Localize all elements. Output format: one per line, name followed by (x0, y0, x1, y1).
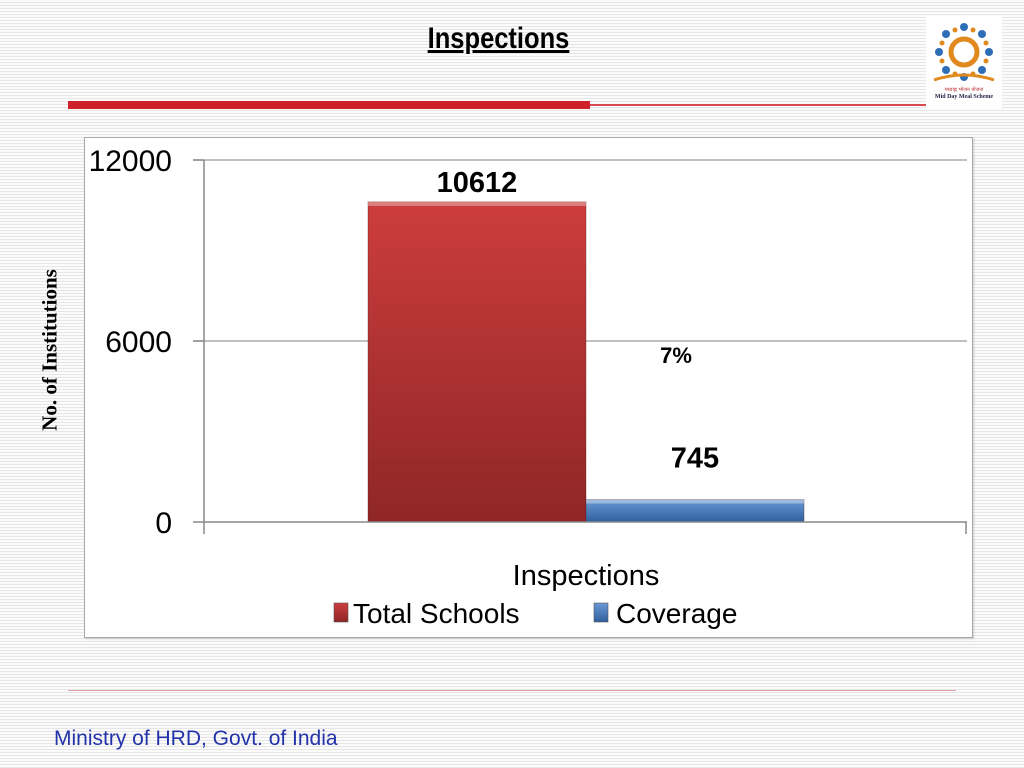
bar-total-schools (367, 201, 587, 523)
footer-text: Ministry of HRD, Govt. of India (54, 727, 338, 750)
mid-day-meal-logo: मध्याह्न भोजन योजना Mid Day Meal Scheme (926, 16, 1002, 108)
legend-label-total-schools: Total Schools (353, 598, 520, 629)
y-tick-label: 6000 (105, 326, 172, 359)
data-label-total-schools: 10612 (437, 167, 518, 199)
legend-label-coverage: Coverage (616, 598, 737, 629)
y-tick-label: 12000 (89, 145, 172, 178)
coverage-percent-annotation: 7% (660, 343, 692, 368)
bar-highlight (368, 201, 586, 206)
bar-highlight (586, 499, 804, 504)
logo-emblem-icon (933, 23, 995, 82)
logo-english-text: Mid Day Meal Scheme (934, 94, 994, 100)
slide-title: Inspections (427, 22, 570, 55)
title-rule-thick (68, 101, 590, 109)
footer-rule (68, 690, 956, 691)
y-tick-label: 0 (155, 507, 172, 540)
data-label-coverage: 745 (671, 443, 719, 475)
legend-swatch-total-schools (333, 602, 349, 623)
legend-swatch-coverage (593, 602, 609, 623)
x-axis-title: Inspections (513, 560, 660, 592)
logo-hindi-text: मध्याह्न भोजन योजना (944, 87, 984, 93)
title-rule-thin (590, 104, 930, 106)
